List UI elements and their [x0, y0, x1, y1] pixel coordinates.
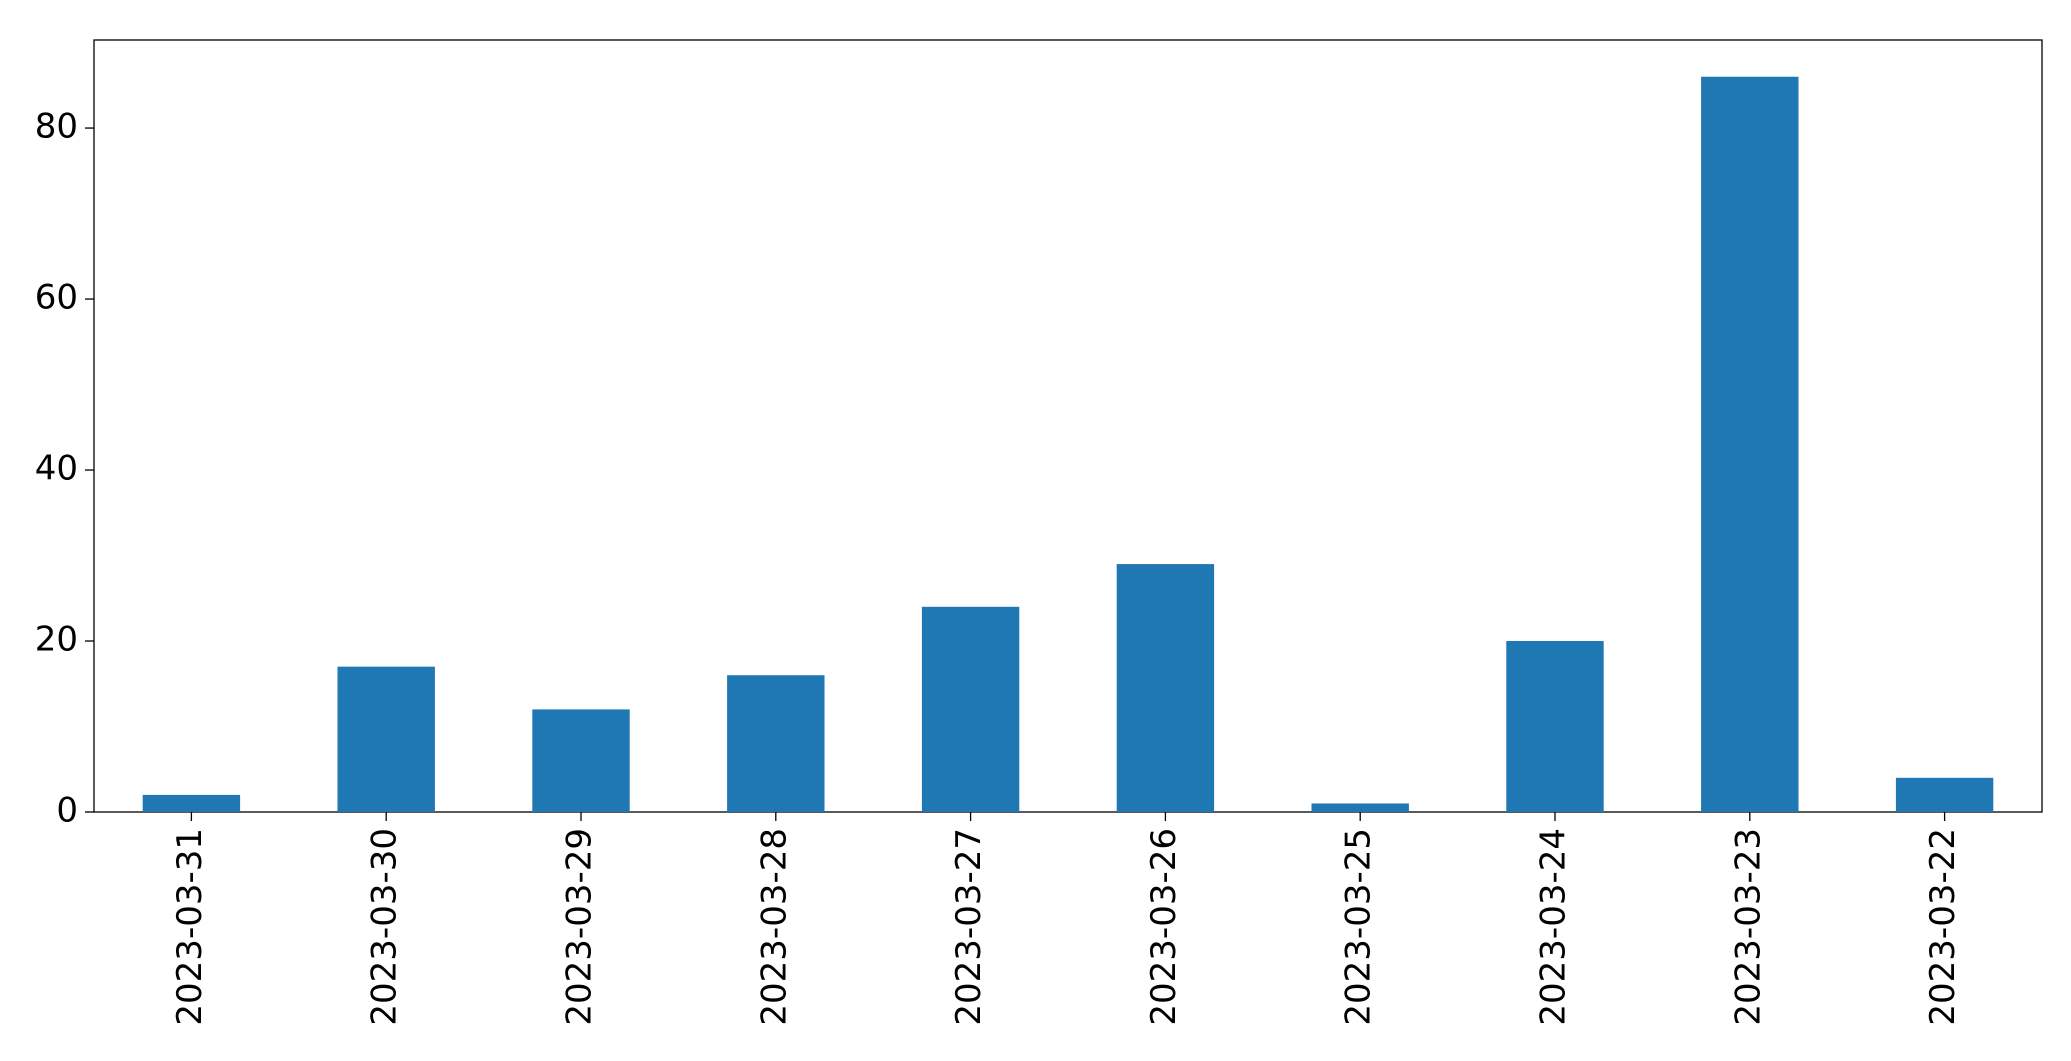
y-tick-label: 60	[35, 278, 78, 318]
bar	[1116, 564, 1215, 812]
x-tick-label: 2023-03-27	[949, 828, 989, 1026]
y-tick-label: 0	[56, 791, 78, 831]
bar	[142, 794, 241, 812]
y-tick-label: 40	[35, 449, 78, 489]
bar	[1311, 803, 1409, 812]
x-tick-label: 2023-03-24	[1534, 828, 1574, 1026]
y-tick-label: 20	[35, 620, 78, 660]
bar	[532, 709, 630, 812]
x-tick-label: 2023-03-29	[560, 828, 600, 1026]
x-tick-label: 2023-03-22	[1923, 828, 1963, 1026]
bar	[1506, 641, 1604, 812]
x-tick-label: 2023-03-30	[365, 828, 405, 1026]
bar	[337, 666, 435, 812]
bar	[1701, 76, 1799, 812]
x-tick-label: 2023-03-28	[754, 828, 794, 1026]
x-tick-label: 2023-03-31	[170, 828, 210, 1026]
x-tick-label: 2023-03-25	[1339, 828, 1379, 1026]
x-tick-label: 2023-03-26	[1144, 828, 1184, 1026]
x-tick-label: 2023-03-23	[1728, 828, 1768, 1026]
bar	[1895, 777, 1994, 812]
plot-frame	[93, 39, 2043, 813]
bar	[727, 675, 825, 812]
y-tick-label: 80	[35, 107, 78, 147]
bar	[921, 606, 1020, 812]
